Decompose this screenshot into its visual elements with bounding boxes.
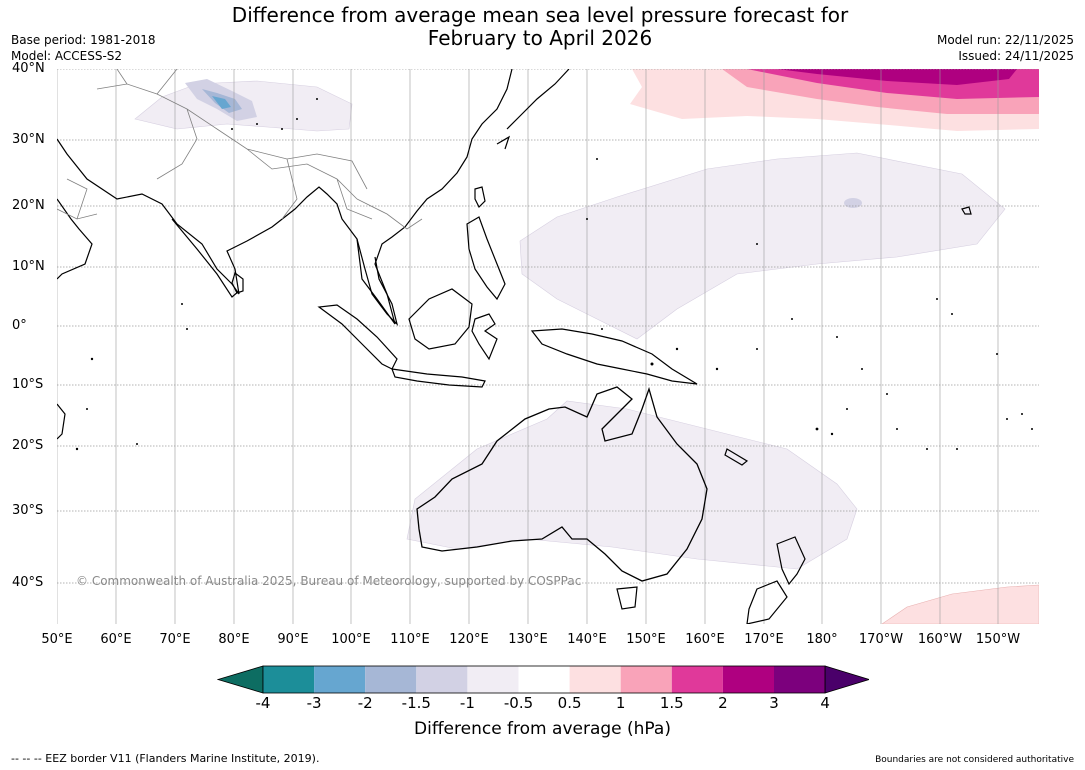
colorbar-segment bbox=[671, 666, 723, 693]
landmass-java bbox=[391, 368, 486, 388]
colorbar-label: Difference from average (hPa) bbox=[414, 719, 671, 739]
landmass-malay-peninsula bbox=[356, 238, 399, 326]
colorbar-segment bbox=[467, 666, 519, 693]
map-panel: © Commonwealth of Australia 2025, Bureau… bbox=[57, 69, 1039, 624]
longitude-label: 140°E bbox=[567, 632, 607, 647]
longitude-label: 170°E bbox=[744, 632, 784, 647]
colorbar-segment bbox=[416, 666, 468, 693]
longitude-label: 150°E bbox=[626, 632, 666, 647]
longitude-label: 160°W bbox=[917, 632, 963, 647]
latitude-label: 0° bbox=[12, 318, 27, 333]
longitude-label: 60°E bbox=[100, 632, 132, 647]
colorbar-tick-label: -1.5 bbox=[401, 694, 431, 712]
landmass-sulawesi bbox=[471, 313, 498, 361]
latitude-label: 30°S bbox=[12, 503, 44, 518]
longitude-label: 180° bbox=[806, 632, 838, 647]
eez-note: -- -- -- EEZ border V11 (Flanders Marine… bbox=[11, 752, 320, 765]
colorbar-segment bbox=[263, 666, 315, 693]
colorbar-tick-label: 4 bbox=[820, 694, 830, 712]
landmass-australia bbox=[416, 386, 708, 582]
country-borders bbox=[57, 69, 423, 230]
colorbar-segment bbox=[518, 666, 570, 693]
colorbar-segment bbox=[722, 666, 774, 693]
meta-right: Model run: 22/11/2025 Issued: 24/11/2025 bbox=[937, 32, 1074, 64]
landmass-asia bbox=[57, 69, 513, 325]
landmass-new-zealand bbox=[746, 536, 806, 624]
chart-title: Difference from average mean sea level p… bbox=[200, 4, 880, 50]
landmass-sumatra bbox=[317, 304, 398, 370]
longitude-label: 100°E bbox=[331, 632, 371, 647]
anomaly-purple-north bbox=[777, 69, 1017, 85]
colorbar-segment bbox=[774, 666, 826, 693]
latitude-label: 40°S bbox=[12, 575, 44, 590]
landmass-taiwan bbox=[474, 186, 486, 209]
latitude-label: 40°N bbox=[12, 61, 45, 76]
latitude-label: 20°N bbox=[12, 198, 45, 213]
colorbar-segment bbox=[314, 666, 366, 693]
longitude-label: 170°W bbox=[858, 632, 904, 647]
landmass-arabia bbox=[57, 198, 93, 280]
longitude-label: 160°E bbox=[685, 632, 725, 647]
colorbar-tick-label: 0.5 bbox=[557, 694, 582, 712]
issued-date: Issued: 24/11/2025 bbox=[958, 49, 1074, 63]
colorbar-segment bbox=[365, 666, 417, 693]
colorbar-tick-label: 2 bbox=[718, 694, 728, 712]
colorbar-tick-label: -4 bbox=[255, 694, 271, 712]
longitude-label: 110°E bbox=[390, 632, 430, 647]
longitude-label: 50°E bbox=[41, 632, 73, 647]
landmass-new-guinea bbox=[530, 328, 698, 385]
longitude-label: 80°E bbox=[218, 632, 250, 647]
boundary-disclaimer: Boundaries are not considered authoritat… bbox=[875, 755, 1074, 765]
colorbar-max-arrow bbox=[824, 665, 869, 694]
colorbar-tick-label: -0.5 bbox=[503, 694, 534, 712]
latitude-label: 30°N bbox=[12, 132, 45, 147]
longitude-label: 150°W bbox=[975, 632, 1021, 647]
colorbar-outline bbox=[262, 665, 826, 694]
landmass-india-coast bbox=[171, 218, 240, 298]
latitude-label: 20°S bbox=[12, 438, 44, 453]
landmass-philippines bbox=[466, 216, 506, 301]
colorbar-tick-label: -2 bbox=[357, 694, 373, 712]
colorbar-tick-label: -1 bbox=[459, 694, 475, 712]
model-run: Model run: 22/11/2025 bbox=[936, 33, 1074, 47]
base-period: Base period: 1981-2018 bbox=[11, 33, 156, 47]
longitude-label: 70°E bbox=[159, 632, 191, 647]
colorbar-segment bbox=[569, 666, 621, 693]
colorbar-segment bbox=[620, 666, 672, 693]
copyright-notice: © Commonwealth of Australia 2025, Bureau… bbox=[76, 574, 582, 588]
landmass-new-caledonia bbox=[724, 448, 749, 466]
colorbar-tick-label: 1.5 bbox=[659, 694, 684, 712]
landmass-madagascar bbox=[57, 403, 66, 440]
title-line-1: Difference from average mean sea level p… bbox=[231, 3, 849, 27]
meta-left: Base period: 1981-2018 Model: ACCESS-S2 bbox=[11, 32, 156, 64]
anomaly-lilac-pacific bbox=[519, 152, 1006, 340]
model-name: Model: ACCESS-S2 bbox=[11, 49, 123, 63]
landmass-borneo bbox=[408, 288, 473, 350]
colorbar-min-arrow bbox=[217, 665, 264, 694]
anomaly-lightblue-asia bbox=[212, 96, 231, 109]
colorbar-tick-label: 3 bbox=[769, 694, 779, 712]
map-svg bbox=[57, 69, 1039, 624]
title-line-2: February to April 2026 bbox=[427, 26, 653, 50]
latitude-label: 10°N bbox=[12, 259, 45, 274]
colorbar-tick-label: -3 bbox=[306, 694, 322, 712]
landmass-tasmania bbox=[616, 586, 638, 610]
colorbar-tick-label: 1 bbox=[615, 694, 626, 712]
map-graticule bbox=[57, 69, 1039, 624]
anomaly-pink-south bbox=[881, 584, 1039, 624]
landmass-hawaii bbox=[961, 206, 972, 215]
anomaly-lavender-pacific bbox=[844, 198, 862, 208]
latitude-label: 10°S bbox=[12, 377, 44, 392]
landmass-japan bbox=[496, 69, 570, 150]
pacific-islands bbox=[75, 98, 1033, 451]
anomaly-lilac-australia bbox=[406, 400, 858, 570]
landmass-sri-lanka bbox=[231, 272, 244, 294]
longitude-label: 130°E bbox=[508, 632, 548, 647]
colorbar bbox=[217, 665, 869, 694]
longitude-label: 90°E bbox=[277, 632, 309, 647]
longitude-label: 120°E bbox=[449, 632, 489, 647]
